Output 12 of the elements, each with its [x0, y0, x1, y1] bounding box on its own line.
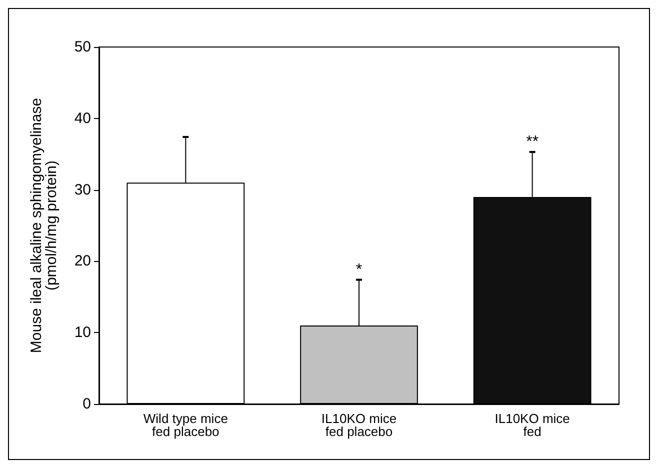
x-tick-label: IL10KO mice fed placebo	[321, 411, 397, 439]
x-tick-label: IL10KO mice fed	[494, 411, 570, 439]
annotation: *	[356, 261, 362, 278]
y-tick-label: 30	[74, 181, 91, 198]
y-tick-label: 10	[74, 324, 91, 342]
y-tick-label: 20	[74, 252, 91, 270]
y-tick-label: 0	[82, 396, 91, 412]
y-tick-label: 50	[74, 38, 91, 56]
y-axis-title: Mouse ileal alkaline sphingomyelinase (pmol/h/mg protein)	[28, 98, 60, 354]
x-tick-label: Wild type mice fed placebo	[143, 411, 228, 439]
annotation: **	[526, 133, 539, 150]
y-tick-label: 40	[74, 110, 91, 127]
